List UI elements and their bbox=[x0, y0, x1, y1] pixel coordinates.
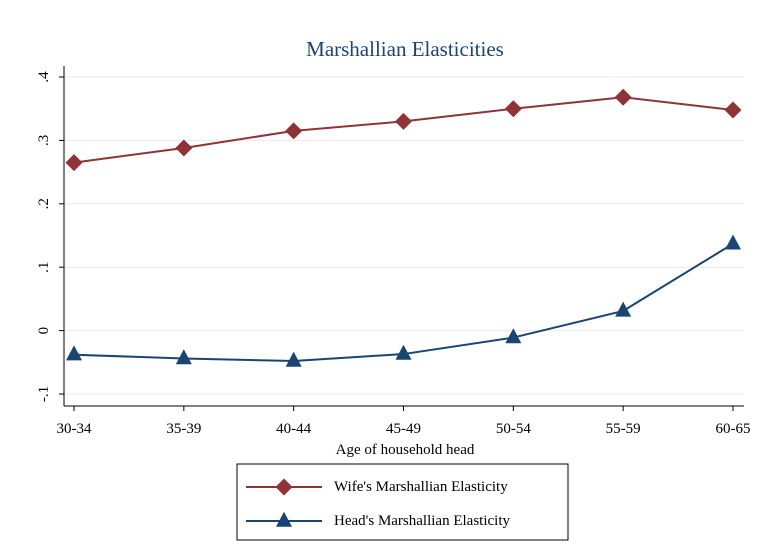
legend: Wife's Marshallian Elasticity Head's Mars… bbox=[236, 463, 569, 541]
x-tick-label: 45-49 bbox=[386, 421, 421, 437]
x-tick-label: 55-59 bbox=[606, 421, 641, 437]
y-tick-label: .2 bbox=[36, 198, 52, 209]
x-tick-label: 30-34 bbox=[57, 421, 92, 437]
legend-box bbox=[236, 463, 569, 541]
x-tick-label: 50-54 bbox=[496, 421, 531, 437]
series-2-point bbox=[175, 349, 192, 365]
x-tick-label: 60-65 bbox=[716, 421, 751, 437]
series-2-point bbox=[285, 351, 302, 367]
x-axis-label: Age of household head bbox=[336, 442, 475, 458]
series-2-point bbox=[505, 328, 522, 344]
legend-label-2: Head's Marshallian Elasticity bbox=[334, 513, 510, 529]
x-tick-label: 40-44 bbox=[276, 421, 311, 437]
grid-lines bbox=[64, 76, 744, 395]
series-2-point bbox=[395, 344, 412, 360]
legend-label-1: Wife's Marshallian Elasticity bbox=[334, 479, 508, 495]
y-tick-label: .3 bbox=[36, 135, 52, 146]
series-1-point bbox=[614, 88, 632, 106]
x-tick-label: 35-39 bbox=[166, 421, 201, 437]
chart-title: Marshallian Elasticities bbox=[306, 37, 504, 61]
y-tick-label: 0 bbox=[36, 327, 52, 335]
axes bbox=[59, 66, 744, 411]
series-1-point bbox=[285, 122, 303, 140]
series-2-point bbox=[66, 345, 82, 361]
y-tick-label: -.1 bbox=[36, 386, 52, 402]
series-lines bbox=[65, 88, 742, 367]
series-1-point bbox=[175, 139, 193, 157]
legend-marker-2 bbox=[276, 511, 292, 527]
series-1-point bbox=[65, 154, 83, 172]
tick-labels: -.1 0 .1 .2 .3 .4 30-34 35-39 40-44 45-49 50-54 55-… bbox=[36, 71, 751, 437]
legend-marker-1 bbox=[275, 478, 293, 496]
series-1-point bbox=[504, 100, 522, 118]
series-1-point bbox=[395, 112, 412, 130]
series-2-point bbox=[615, 301, 632, 317]
series-1-point bbox=[724, 101, 742, 119]
series-2-point bbox=[725, 234, 741, 250]
y-tick-label: .4 bbox=[36, 71, 52, 83]
y-tick-label: .1 bbox=[36, 262, 52, 273]
